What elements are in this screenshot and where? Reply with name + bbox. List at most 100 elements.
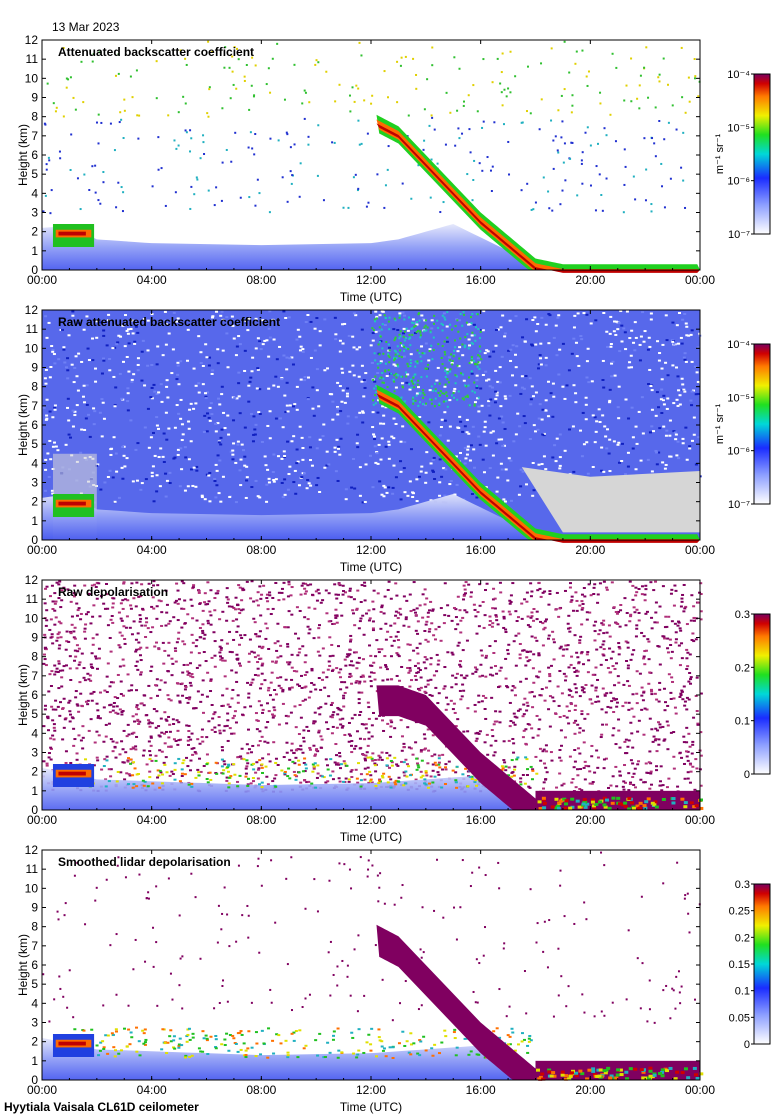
date-label: 13 Mar 2023 [52,20,120,34]
x-tick-label: 08:00 [246,813,276,827]
colorbar-tick-label: 0 [744,1039,750,1051]
low-cloud-patch [52,494,95,517]
x-tick-label: 00:00 [685,273,715,287]
y-tick-label: 12 [25,573,39,587]
site-caption: Hyytiala Vaisala CL61D ceilometer [4,1100,199,1114]
panel-title: Attenuated backscatter coefficient [58,45,254,59]
x-tick-label: 20:00 [575,1083,605,1097]
y-tick-label: 11 [26,592,39,606]
x-tick-label: 00:00 [685,1083,715,1097]
y-axis-label: Height (km) [16,664,30,726]
y-tick-label: 6 [31,958,38,972]
heatmap-field [42,580,704,811]
x-tick-label: 00:00 [27,1083,57,1097]
x-tick-label: 00:00 [27,543,57,557]
colorbar-tick-label: 0.25 [729,906,750,918]
y-tick-label: 9 [31,631,38,645]
x-tick-label: 00:00 [27,273,57,287]
y-tick-label: 10 [25,341,39,355]
x-tick-label: 16:00 [466,813,496,827]
x-tick-label: 04:00 [137,1083,167,1097]
colorbar-tick-label: 10⁻⁶ [727,176,750,188]
y-tick-label: 11 [26,52,39,66]
y-tick-label: 10 [25,881,39,895]
y-tick-label: 9 [31,901,38,915]
x-tick-label: 12:00 [356,1083,386,1097]
colorbar: 0 0.05 0.1 0.15 0.2 0.25 0.3 [729,879,771,1051]
y-tick-label: 2 [31,495,38,509]
y-tick-label: 5 [31,437,38,451]
y-tick-label: 3 [31,476,38,490]
y-tick-label: 3 [31,1016,38,1030]
panel-title: Smoothed lidar depolarisation [58,855,231,869]
y-tick-label: 9 [31,91,38,105]
y-tick-label: 1 [31,244,38,258]
y-tick-label: 8 [31,380,38,394]
colorbar-tick-label: 0.3 [735,879,750,891]
y-tick-label: 8 [31,110,38,124]
x-axis-label: Time (UTC) [340,1100,402,1114]
y-tick-label: 11 [26,862,39,876]
low-cloud-patch [52,224,95,247]
y-tick-label: 5 [31,977,38,991]
y-tick-label: 1 [31,784,38,798]
colorbar: 10⁻⁷ 10⁻⁶ 10⁻⁵ 10⁻⁴ m⁻¹ sr⁻¹ [714,339,771,511]
colorbar-tick-label: 10⁻⁶ [727,446,750,458]
y-tick-label: 7 [31,939,38,953]
y-tick-label: 0 [31,803,38,817]
heatmap-field [42,310,703,543]
colorbar-tick-label: 0.1 [735,716,750,728]
heatmap-field [42,851,704,1081]
colorbar: 0 0.1 0.2 0.3 [735,609,771,781]
colorbar: 10⁻⁷ 10⁻⁶ 10⁻⁵ 10⁻⁴ m⁻¹ sr⁻¹ [714,69,771,241]
colorbar-tick-label: 10⁻⁵ [727,392,750,404]
low-cloud-patch [52,1034,95,1057]
colorbar-tick-label: 10⁻⁵ [727,122,750,134]
colorbar-tick-label: 0.1 [735,986,750,998]
y-tick-label: 5 [31,167,38,181]
plot-area [42,40,700,270]
x-tick-label: 20:00 [575,543,605,557]
x-tick-label: 08:00 [246,1083,276,1097]
y-tick-label: 1 [31,514,38,528]
y-tick-label: 3 [31,746,38,760]
x-axis-label: Time (UTC) [340,290,402,304]
y-tick-label: 0 [31,263,38,277]
y-tick-label: 12 [25,843,39,857]
x-tick-label: 00:00 [685,813,715,827]
y-tick-label: 10 [25,611,39,625]
x-tick-label: 12:00 [356,813,386,827]
y-tick-label: 0 [31,1073,38,1087]
x-tick-label: 20:00 [575,273,605,287]
colorbar-unit-label: m⁻¹ sr⁻¹ [714,404,726,445]
x-tick-label: 08:00 [246,273,276,287]
x-tick-label: 00:00 [685,543,715,557]
y-tick-label: 6 [31,688,38,702]
x-tick-label: 12:00 [356,273,386,287]
y-axis-label: Height (km) [16,124,30,186]
colorbar-tick-label: 0 [744,769,750,781]
colorbar-tick-label: 10⁻⁷ [728,229,750,241]
y-tick-label: 4 [31,456,38,470]
y-tick-label: 3 [31,206,38,220]
y-axis-label: Height (km) [16,934,30,996]
colorbar-tick-label: 10⁻⁷ [728,499,750,511]
y-tick-label: 2 [31,225,38,239]
y-tick-label: 7 [31,399,38,413]
y-tick-label: 1 [31,1054,38,1068]
x-tick-label: 16:00 [466,1083,496,1097]
x-tick-label: 20:00 [575,813,605,827]
colorbar-tick-label: 10⁻⁴ [727,69,750,81]
colorbar-unit-label: m⁻¹ sr⁻¹ [714,134,726,175]
y-tick-label: 0 [31,533,38,547]
low-cloud-patch [52,764,95,787]
y-tick-label: 7 [31,129,38,143]
x-tick-label: 04:00 [137,813,167,827]
y-tick-label: 6 [31,148,38,162]
colorbar-tick-label: 10⁻⁴ [727,339,750,351]
colorbar-tick-label: 0.2 [735,662,750,674]
y-tick-label: 11 [26,322,39,336]
